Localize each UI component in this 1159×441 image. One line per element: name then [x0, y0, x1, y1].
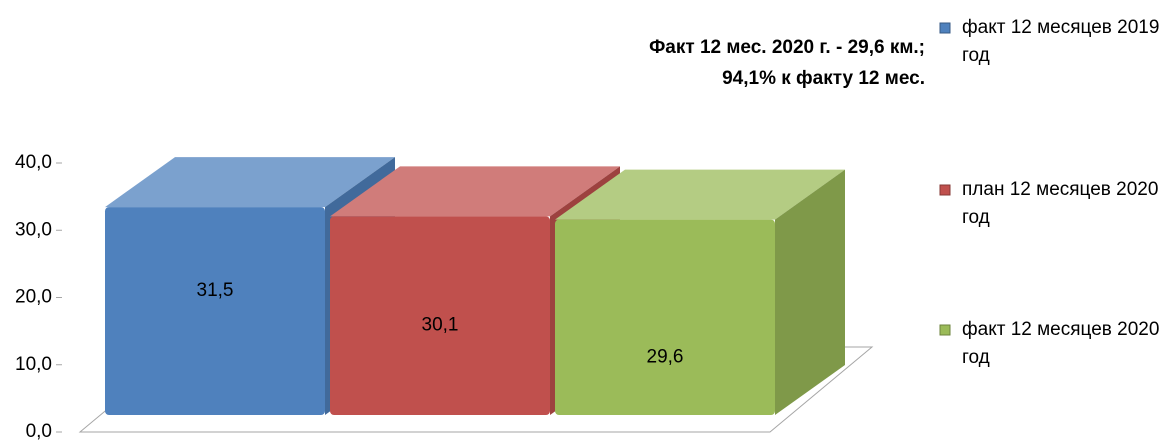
- data-label: 31,5: [197, 280, 234, 301]
- legend-marker: [939, 22, 951, 34]
- y-tick-label: 20,0: [15, 287, 52, 308]
- y-tick-label: 0,0: [26, 421, 52, 441]
- bar-side: [775, 169, 845, 415]
- data-label: 30,1: [422, 315, 459, 336]
- y-tick-label: 30,0: [15, 219, 52, 240]
- bar: [330, 216, 550, 415]
- bar-top: [330, 166, 620, 217]
- legend-label: план 12 месяцев 2020 год: [962, 179, 1159, 228]
- y-tick-label: 10,0: [15, 354, 52, 375]
- data-label: 29,6: [647, 346, 684, 367]
- bar-top: [105, 157, 395, 208]
- bar: [105, 207, 325, 415]
- legend-label: факт 12 месяцев 2019 год: [962, 17, 1159, 66]
- bar: [555, 219, 775, 415]
- bar-top: [555, 169, 845, 220]
- legend-label: факт 12 месяцев 2020 год: [962, 319, 1159, 368]
- y-tick-label: 40,0: [15, 152, 52, 173]
- legend-marker: [939, 324, 951, 336]
- legend-marker: [939, 184, 951, 196]
- annotation: Факт 12 мес. 2020 г. - 29,6 км.; 94,1% к…: [649, 37, 925, 89]
